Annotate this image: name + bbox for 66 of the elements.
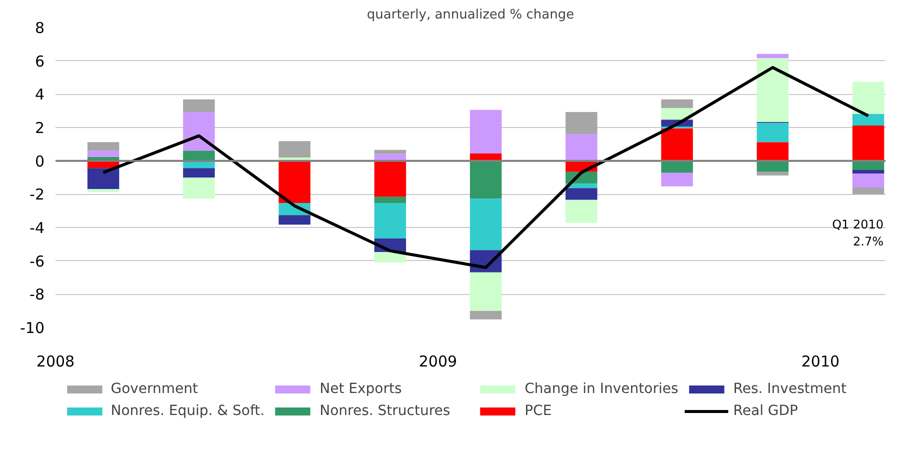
bar — [87, 189, 120, 192]
bar — [470, 272, 502, 311]
bar — [852, 174, 884, 188]
bar — [852, 170, 884, 174]
bar — [852, 114, 884, 126]
bar — [87, 168, 120, 190]
bar — [374, 160, 406, 197]
y-tick-label: -4 — [30, 219, 45, 237]
bar — [852, 188, 884, 194]
bar — [756, 122, 789, 142]
bar — [374, 252, 406, 262]
y-tick-label: -10 — [20, 319, 44, 337]
bar — [183, 168, 215, 178]
bar — [756, 142, 789, 161]
legend-label: PCE — [524, 403, 553, 419]
bar — [852, 82, 884, 114]
y-tick-label: 2 — [34, 119, 45, 137]
bar — [756, 172, 789, 176]
legend-label: Net Exports — [320, 381, 403, 397]
bar — [470, 310, 502, 320]
y-tick-label: 6 — [34, 52, 45, 70]
bar — [566, 134, 598, 161]
legend-label: Nonres. Structures — [320, 403, 452, 419]
y-tick-label: -6 — [30, 252, 45, 270]
bar — [183, 178, 215, 199]
bar — [278, 160, 310, 203]
bar — [566, 112, 598, 134]
chart-subtitle: quarterly, annualized % change — [366, 8, 574, 22]
bar — [87, 142, 120, 151]
bar — [852, 126, 884, 161]
bar — [183, 150, 215, 161]
bar — [661, 108, 693, 120]
y-tick-label: 0 — [34, 152, 45, 170]
y-tick-label: 4 — [34, 86, 45, 104]
y-tick-label: -8 — [30, 286, 45, 304]
bar — [470, 198, 502, 250]
bar — [87, 150, 120, 157]
bar — [756, 54, 789, 58]
bar — [183, 112, 215, 151]
bar — [374, 150, 406, 154]
bar — [661, 128, 693, 161]
bar — [278, 141, 310, 158]
bar — [470, 110, 502, 154]
legend-label: Nonres. Equip. & Soft. — [110, 403, 265, 419]
bar — [756, 160, 789, 172]
bar — [374, 203, 406, 238]
bar — [566, 200, 598, 223]
x-tick-label: 2008 — [36, 352, 75, 370]
bar — [756, 58, 789, 122]
y-tick-label: 8 — [34, 19, 45, 37]
x-tick-label: 2009 — [418, 352, 458, 370]
bar — [661, 160, 693, 173]
bar — [661, 99, 693, 108]
bar — [183, 99, 215, 112]
annotation: Q1 2010 2.7% — [832, 218, 884, 248]
bar — [661, 172, 693, 186]
x-tick-label: 2010 — [801, 352, 840, 370]
legend-label: Change in Inventories — [524, 381, 678, 397]
bar — [374, 196, 406, 203]
legend-label: Real GDP — [733, 403, 799, 419]
legend-label: Res. Investment — [733, 381, 848, 397]
bar — [470, 160, 502, 199]
bar — [566, 188, 598, 200]
y-tick-label: -2 — [30, 186, 45, 204]
bar — [278, 215, 310, 225]
legend-label: Government — [110, 381, 200, 397]
